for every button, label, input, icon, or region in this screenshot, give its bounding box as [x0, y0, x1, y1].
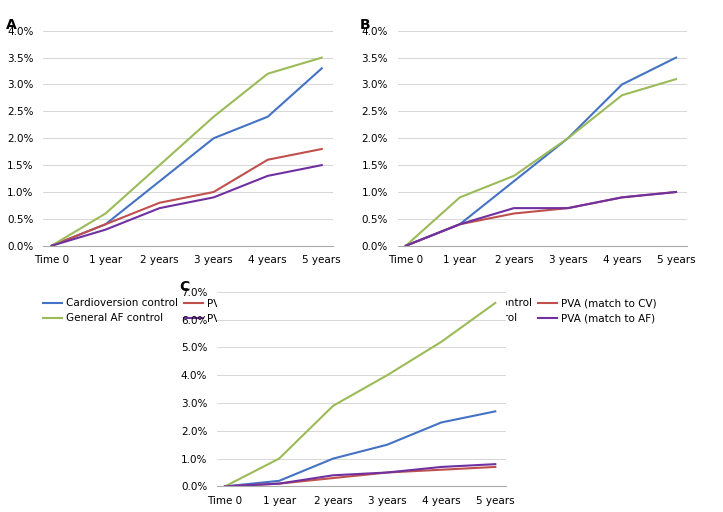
Cardioversion control — [510, 178, 518, 184]
PVA (match to AF) — [510, 205, 518, 211]
PVA (match to AF) — [383, 470, 392, 476]
PVA (match to CV) — [383, 470, 392, 476]
PVA (match to AF) — [101, 226, 110, 232]
Cardioversion control — [455, 221, 464, 227]
PVA (match to CV) — [210, 189, 218, 195]
PVA (match to CV) — [455, 221, 464, 227]
Line: Cardioversion control: Cardioversion control — [406, 58, 676, 246]
General AF control — [491, 300, 500, 306]
Cardioversion control — [317, 65, 326, 71]
PVA (match to AF) — [455, 221, 464, 227]
General AF control — [564, 135, 573, 141]
Line: General AF control: General AF control — [51, 58, 322, 246]
Line: General AF control: General AF control — [225, 303, 495, 486]
Line: PVA (match to AF): PVA (match to AF) — [51, 165, 322, 246]
PVA (match to AF) — [491, 461, 500, 467]
PVA (match to CV) — [47, 243, 56, 249]
General AF control — [155, 162, 164, 168]
PVA (match to CV) — [672, 189, 680, 195]
PVA (match to AF) — [672, 189, 680, 195]
PVA (match to AF) — [275, 481, 283, 487]
General AF control — [275, 456, 283, 462]
PVA (match to AF) — [263, 173, 272, 179]
General AF control — [221, 483, 229, 489]
PVA (match to AF) — [564, 205, 573, 211]
General AF control — [210, 114, 218, 120]
Legend: Cardioversion control, General AF control, PVA (match to CV), PVA (match to AF): Cardioversion control, General AF contro… — [43, 298, 302, 324]
Text: A: A — [6, 18, 17, 32]
General AF control — [329, 403, 338, 409]
Cardioversion control — [401, 243, 410, 249]
PVA (match to CV) — [617, 194, 626, 200]
PVA (match to CV) — [221, 483, 229, 489]
Cardioversion control — [437, 419, 445, 425]
PVA (match to AF) — [210, 194, 218, 200]
Cardioversion control — [221, 483, 229, 489]
Line: Cardioversion control: Cardioversion control — [51, 68, 322, 246]
Cardioversion control — [672, 55, 680, 61]
PVA (match to CV) — [155, 200, 164, 206]
Line: PVA (match to AF): PVA (match to AF) — [225, 464, 495, 486]
Line: PVA (match to AF): PVA (match to AF) — [406, 192, 676, 246]
Line: PVA (match to CV): PVA (match to CV) — [406, 192, 676, 246]
General AF control — [317, 55, 326, 61]
PVA (match to CV) — [329, 475, 338, 481]
General AF control — [437, 339, 445, 345]
Line: PVA (match to CV): PVA (match to CV) — [51, 149, 322, 246]
PVA (match to CV) — [275, 481, 283, 487]
Legend: Cardioversion control, General AF control, PVA (match to CV), PVA (match to AF): Cardioversion control, General AF contro… — [397, 298, 656, 324]
General AF control — [672, 76, 680, 82]
Text: C: C — [179, 280, 189, 294]
General AF control — [617, 92, 626, 98]
PVA (match to AF) — [329, 472, 338, 478]
Cardioversion control — [210, 135, 218, 141]
PVA (match to CV) — [101, 221, 110, 227]
PVA (match to CV) — [564, 205, 573, 211]
Cardioversion control — [47, 243, 56, 249]
General AF control — [383, 372, 392, 378]
Cardioversion control — [275, 478, 283, 484]
Cardioversion control — [383, 442, 392, 448]
Cardioversion control — [101, 221, 110, 227]
General AF control — [263, 71, 272, 77]
General AF control — [47, 243, 56, 249]
PVA (match to AF) — [155, 205, 164, 211]
PVA (match to AF) — [617, 194, 626, 200]
PVA (match to CV) — [263, 157, 272, 163]
PVA (match to CV) — [401, 243, 410, 249]
PVA (match to AF) — [317, 162, 326, 168]
General AF control — [455, 194, 464, 200]
General AF control — [510, 173, 518, 179]
PVA (match to AF) — [437, 464, 445, 470]
Line: Cardioversion control: Cardioversion control — [225, 411, 495, 486]
PVA (match to CV) — [317, 146, 326, 152]
Text: B: B — [360, 18, 371, 32]
PVA (match to CV) — [491, 464, 500, 470]
PVA (match to AF) — [47, 243, 56, 249]
PVA (match to CV) — [437, 466, 445, 473]
Line: General AF control: General AF control — [406, 79, 676, 246]
General AF control — [401, 243, 410, 249]
Cardioversion control — [617, 81, 626, 88]
Cardioversion control — [491, 408, 500, 414]
PVA (match to AF) — [401, 243, 410, 249]
Cardioversion control — [329, 456, 338, 462]
Cardioversion control — [263, 114, 272, 120]
Cardioversion control — [155, 178, 164, 184]
PVA (match to AF) — [221, 483, 229, 489]
Line: PVA (match to CV): PVA (match to CV) — [225, 467, 495, 486]
Cardioversion control — [564, 135, 573, 141]
General AF control — [101, 210, 110, 217]
PVA (match to CV) — [510, 210, 518, 217]
